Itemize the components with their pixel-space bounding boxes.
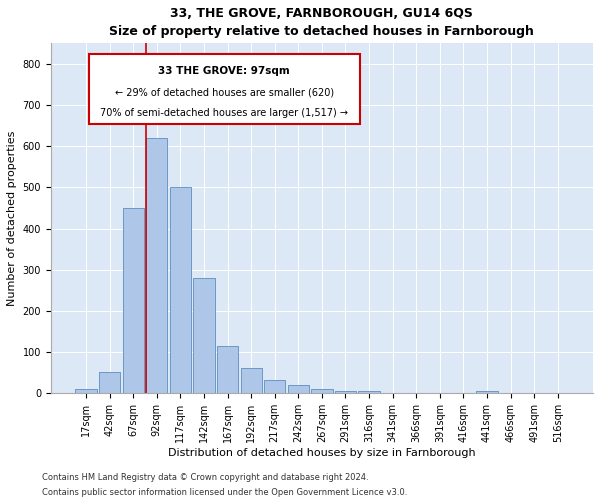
- Bar: [193, 278, 215, 394]
- Bar: [311, 390, 332, 394]
- Text: Contains HM Land Registry data © Crown copyright and database right 2024.: Contains HM Land Registry data © Crown c…: [42, 473, 368, 482]
- Bar: [146, 138, 167, 394]
- Bar: [76, 390, 97, 394]
- Bar: [335, 390, 356, 394]
- Title: 33, THE GROVE, FARNBOROUGH, GU14 6QS
Size of property relative to detached house: 33, THE GROVE, FARNBOROUGH, GU14 6QS Siz…: [109, 7, 535, 38]
- Bar: [99, 372, 120, 394]
- Bar: [122, 208, 144, 394]
- X-axis label: Distribution of detached houses by size in Farnborough: Distribution of detached houses by size …: [168, 448, 476, 458]
- Text: Contains public sector information licensed under the Open Government Licence v3: Contains public sector information licen…: [42, 488, 407, 497]
- Bar: [170, 188, 191, 394]
- Bar: [476, 391, 497, 394]
- FancyBboxPatch shape: [89, 54, 360, 124]
- Bar: [264, 380, 286, 394]
- Text: 70% of semi-detached houses are larger (1,517) →: 70% of semi-detached houses are larger (…: [100, 108, 348, 118]
- Bar: [217, 346, 238, 394]
- Text: ← 29% of detached houses are smaller (620): ← 29% of detached houses are smaller (62…: [115, 88, 334, 98]
- Bar: [287, 385, 309, 394]
- Y-axis label: Number of detached properties: Number of detached properties: [7, 130, 17, 306]
- Bar: [358, 390, 380, 394]
- Text: 33 THE GROVE: 97sqm: 33 THE GROVE: 97sqm: [158, 66, 290, 76]
- Bar: [241, 368, 262, 394]
